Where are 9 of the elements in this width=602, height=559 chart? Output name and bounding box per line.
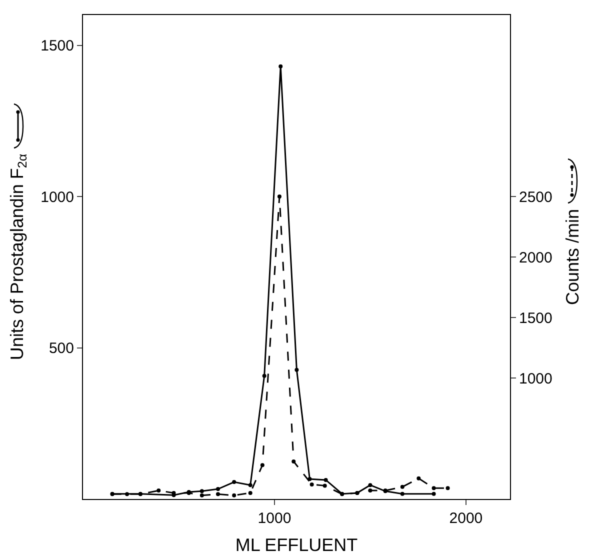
y-tick-label: 1500 <box>40 38 74 54</box>
y2-tick-label: 1500 <box>519 310 552 327</box>
y2-axis-title: Counts /min <box>562 208 582 306</box>
y2-tick-label: 1000 <box>519 370 552 388</box>
y-tick-label: 1000 <box>40 188 74 206</box>
y2-tick-label: 2000 <box>519 249 552 266</box>
y-tick-label: 500 <box>48 340 74 357</box>
x-axis-title: ML EFFLUENT <box>235 535 358 556</box>
y2-tick-label: 2500 <box>519 188 552 206</box>
